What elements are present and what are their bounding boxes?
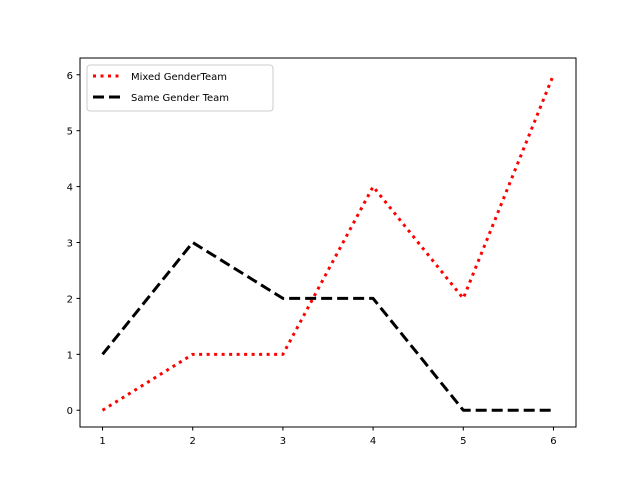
plot-frame (79, 57, 577, 428)
x-tick-label: 6 (550, 436, 556, 447)
x-tick-label: 1 (99, 436, 105, 447)
legend-label-same: Same Gender Team (131, 93, 229, 104)
y-tick-label: 3 (67, 239, 73, 250)
series-line-mixed (101, 74, 555, 412)
legend-box (86, 64, 274, 112)
x-tick-label: 5 (460, 436, 466, 447)
y-tick-label: 2 (67, 294, 73, 305)
legend: Mixed GenderTeam Same Gender Team (86, 64, 274, 112)
y-tick-label: 1 (67, 350, 73, 361)
legend-label-mixed: Mixed GenderTeam (131, 72, 227, 83)
y-tick-label: 5 (67, 127, 73, 138)
x-tick-label: 4 (370, 436, 376, 447)
x-tick-label: 3 (280, 436, 286, 447)
y-tick-label: 6 (67, 71, 73, 82)
plot-area (80, 58, 576, 427)
y-axis-ticks: 0 1 2 3 4 5 6 (67, 71, 80, 417)
x-tick-label: 2 (190, 436, 196, 447)
series-layer (101, 74, 555, 412)
y-tick-label: 4 (67, 183, 73, 194)
series-line-same (101, 241, 554, 412)
y-tick-label: 0 (67, 406, 73, 417)
x-axis-ticks: 1 2 3 4 5 6 (99, 427, 557, 447)
